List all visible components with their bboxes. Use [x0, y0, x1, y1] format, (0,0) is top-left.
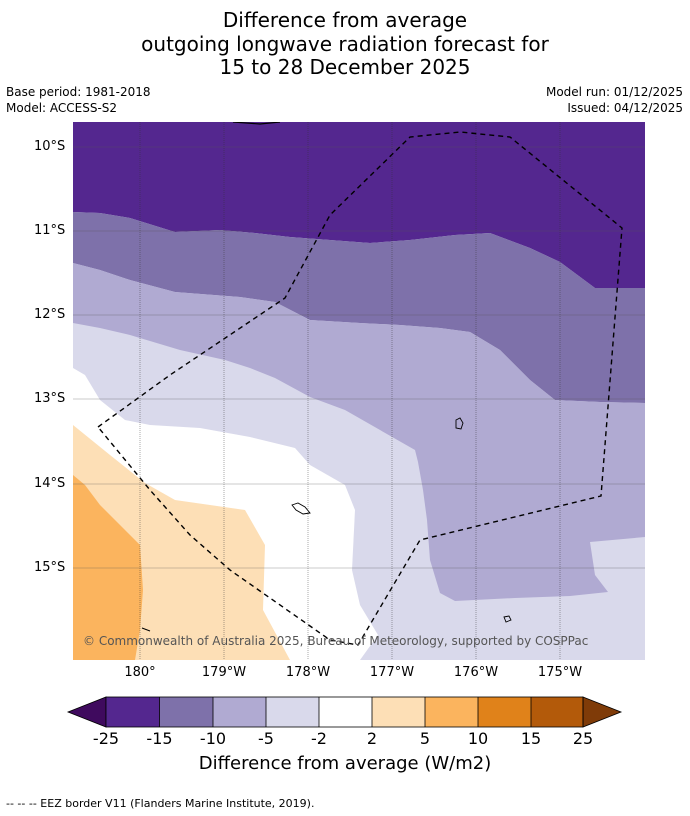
- lat-label-10s: 10°S: [34, 139, 66, 154]
- colorbar-segment-4: [266, 697, 319, 727]
- model-name: Model: ACCESS-S2: [6, 101, 118, 115]
- colorbar-tick: -15: [146, 729, 173, 748]
- colorbar: [66, 696, 623, 728]
- band-minus10: [73, 212, 645, 403]
- base-period: Base period: 1981-2018: [6, 85, 151, 99]
- island-futuna: [503, 615, 512, 623]
- chart-title-line3: 15 to 28 December 2025: [219, 55, 471, 79]
- colorbar-segment-8: [478, 697, 531, 727]
- island-top: [232, 122, 281, 125]
- colorbar-tick: -10: [199, 729, 227, 748]
- lat-label-15s: 15°S: [34, 560, 66, 575]
- colorbar-segment-6: [372, 697, 425, 727]
- colorbar-segment-2: [159, 697, 213, 727]
- eez-footnote: -- -- -- EEZ border V11 (Flanders Marine…: [6, 797, 315, 810]
- lon-label-175w: 175°W: [537, 665, 583, 680]
- band-plus5: [73, 475, 143, 660]
- colorbar-extend-min: [66, 696, 107, 728]
- colorbar-segment-5: [319, 697, 372, 727]
- colorbar-tick: 25: [572, 729, 594, 748]
- chart-title-line2: outgoing longwave radiation forecast for: [141, 32, 549, 56]
- colorbar-segment-3: [213, 697, 266, 727]
- band-minus15: [73, 122, 645, 288]
- eez-border: [97, 131, 623, 646]
- lat-label-13s: 13°S: [34, 391, 66, 406]
- colorbar-tick: 2: [366, 729, 378, 748]
- latitude-gridlines: [73, 146, 645, 569]
- colorbar-segment-7: [425, 697, 478, 727]
- colorbar-extend-max: [582, 696, 623, 728]
- colorbar-tick: -25: [92, 729, 120, 748]
- colorbar-tick: 15: [520, 729, 542, 748]
- lat-label-11s: 11°S: [34, 223, 66, 238]
- island-wallis: [291, 502, 311, 515]
- colorbar-tick: 10: [467, 729, 489, 748]
- lon-label-178w: 178°W: [285, 665, 331, 680]
- map-area: © Commonwealth of Australia 2025, Bureau…: [73, 122, 645, 660]
- longitude-gridlines: [139, 122, 561, 660]
- copyright-text: © Commonwealth of Australia 2025, Bureau…: [83, 634, 588, 648]
- lon-label-177w: 177°W: [369, 665, 415, 680]
- colorbar-title: Difference from average (W/m2): [198, 753, 492, 774]
- island-niuafoou: [455, 417, 464, 430]
- colorbar-tick: -5: [258, 729, 274, 748]
- issued-date: Issued: 04/12/2025: [567, 101, 683, 115]
- lon-label-180: 180°: [124, 665, 156, 680]
- lat-label-14s: 14°S: [34, 476, 66, 491]
- lon-label-179w: 179°W: [201, 665, 247, 680]
- colorbar-segment-9: [531, 697, 583, 727]
- lat-label-12s: 12°S: [34, 307, 66, 322]
- colorbar-tick: 5: [419, 729, 431, 748]
- model-run: Model run: 01/12/2025: [545, 85, 683, 99]
- lon-label-176w: 176°W: [453, 665, 499, 680]
- chart-title-line1: Difference from average: [222, 8, 468, 32]
- colorbar-segment-1: [106, 697, 160, 727]
- band-minus5: [73, 263, 645, 601]
- island-bottom-left: [141, 627, 151, 632]
- colorbar-tick: -2: [311, 729, 327, 748]
